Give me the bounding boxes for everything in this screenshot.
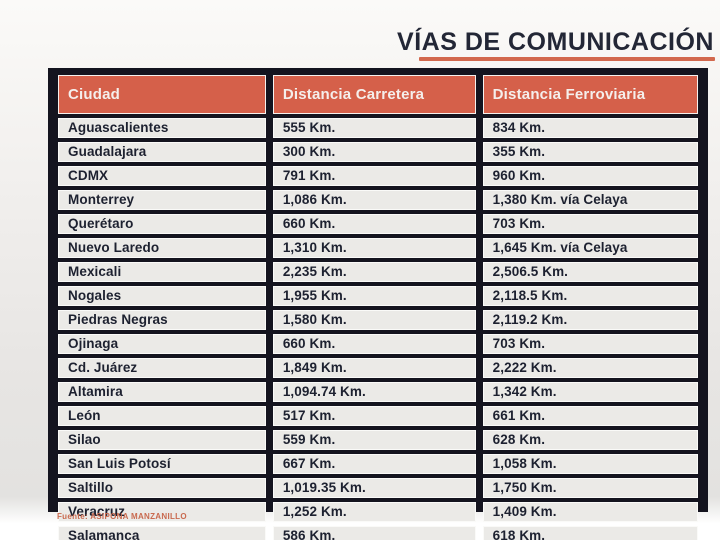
table-row: Querétaro 660 Km. 703 Km. [58,214,698,234]
road-distance-cell: 1,580 Km. [272,310,476,330]
rail-distance-cell: 703 Km. [482,214,698,234]
rail-distance-cell: 1,342 Km. [482,382,698,402]
road-distance-cell: 660 Km. [272,214,476,234]
city-cell: Aguascalientes [58,118,266,138]
road-distance-cell: 1,955 Km. [272,286,476,306]
city-cell: Nogales [58,286,266,306]
table-row: Mexicali 2,235 Km. 2,506.5 Km. [58,262,698,282]
rail-distance-cell: 1,645 Km. vía Celaya [482,238,698,258]
city-cell: Querétaro [58,214,266,234]
table-row: Ojinaga 660 Km. 703 Km. [58,334,698,354]
city-cell: Mexicali [58,262,266,282]
city-cell: Piedras Negras [58,310,266,330]
road-distance-cell: 1,849 Km. [272,358,476,378]
road-distance-cell: 1,086 Km. [272,190,476,210]
column-header-distancia-ferroviaria: Distancia Ferroviaria [482,75,698,114]
table-row: Silao 559 Km. 628 Km. [58,430,698,450]
rail-distance-cell: 1,409 Km. [482,502,698,522]
city-cell: Cd. Juárez [58,358,266,378]
city-cell: Veracruz [58,502,266,522]
distances-table-frame: Ciudad Distancia Carretera Distancia Fer… [48,68,708,540]
road-distance-cell: 1,019.35 Km. [272,478,476,498]
road-distance-cell: 660 Km. [272,334,476,354]
column-header-distancia-carretera: Distancia Carretera [272,75,476,114]
city-cell: Ojinaga [58,334,266,354]
road-distance-cell: 1,094.74 Km. [272,382,476,402]
rail-distance-cell: 960 Km. [482,166,698,186]
road-distance-cell: 791 Km. [272,166,476,186]
rail-distance-cell: 703 Km. [482,334,698,354]
distances-table: Ciudad Distancia Carretera Distancia Fer… [51,71,705,540]
table-row: Piedras Negras 1,580 Km. 2,119.2 Km. [58,310,698,330]
page-title: VÍAS DE COMUNICACIÓN [397,28,714,56]
road-distance-cell: 2,235 Km. [272,262,476,282]
header-row: Ciudad Distancia Carretera Distancia Fer… [58,75,698,114]
road-distance-cell: 300 Km. [272,142,476,162]
table-row: Cd. Juárez 1,849 Km. 2,222 Km. [58,358,698,378]
road-distance-cell: 667 Km. [272,454,476,474]
table-row: Altamira 1,094.74 Km. 1,342 Km. [58,382,698,402]
rail-distance-cell: 628 Km. [482,430,698,450]
road-distance-cell: 555 Km. [272,118,476,138]
table-row: Guadalajara 300 Km. 355 Km. [58,142,698,162]
rail-distance-cell: 355 Km. [482,142,698,162]
table-row: Nuevo Laredo 1,310 Km. 1,645 Km. vía Cel… [58,238,698,258]
city-cell: Guadalajara [58,142,266,162]
rail-distance-cell: 1,750 Km. [482,478,698,498]
road-distance-cell: 517 Km. [272,406,476,426]
city-cell: Monterrey [58,190,266,210]
city-cell: Nuevo Laredo [58,238,266,258]
table-row: Saltillo 1,019.35 Km. 1,750 Km. [58,478,698,498]
rail-distance-cell: 2,118.5 Km. [482,286,698,306]
source-note: Fuente: ASIPONA MANZANILLO [57,512,187,521]
rail-distance-cell: 834 Km. [482,118,698,138]
column-header-ciudad: Ciudad [58,75,266,114]
table-row: León 517 Km. 661 Km. [58,406,698,426]
city-cell: San Luis Potosí [58,454,266,474]
table-row: Veracruz 1,252 Km. 1,409 Km. [58,502,698,522]
rail-distance-cell: 2,222 Km. [482,358,698,378]
road-distance-cell: 1,252 Km. [272,502,476,522]
table-row: Salamanca 586 Km. 618 Km. [58,526,698,540]
table-row: San Luis Potosí 667 Km. 1,058 Km. [58,454,698,474]
table-row: CDMX 791 Km. 960 Km. [58,166,698,186]
city-cell: Salamanca [58,526,266,540]
road-distance-cell: 586 Km. [272,526,476,540]
rail-distance-cell: 1,058 Km. [482,454,698,474]
road-distance-cell: 559 Km. [272,430,476,450]
table-row: Monterrey 1,086 Km. 1,380 Km. vía Celaya [58,190,698,210]
rail-distance-cell: 618 Km. [482,526,698,540]
table-row: Aguascalientes 555 Km. 834 Km. [58,118,698,138]
city-cell: Altamira [58,382,266,402]
rail-distance-cell: 2,506.5 Km. [482,262,698,282]
rail-distance-cell: 2,119.2 Km. [482,310,698,330]
city-cell: Saltillo [58,478,266,498]
table-row: Nogales 1,955 Km. 2,118.5 Km. [58,286,698,306]
road-distance-cell: 1,310 Km. [272,238,476,258]
rail-distance-cell: 661 Km. [482,406,698,426]
city-cell: Silao [58,430,266,450]
city-cell: CDMX [58,166,266,186]
city-cell: León [58,406,266,426]
rail-distance-cell: 1,380 Km. vía Celaya [482,190,698,210]
title-underline [419,57,715,61]
